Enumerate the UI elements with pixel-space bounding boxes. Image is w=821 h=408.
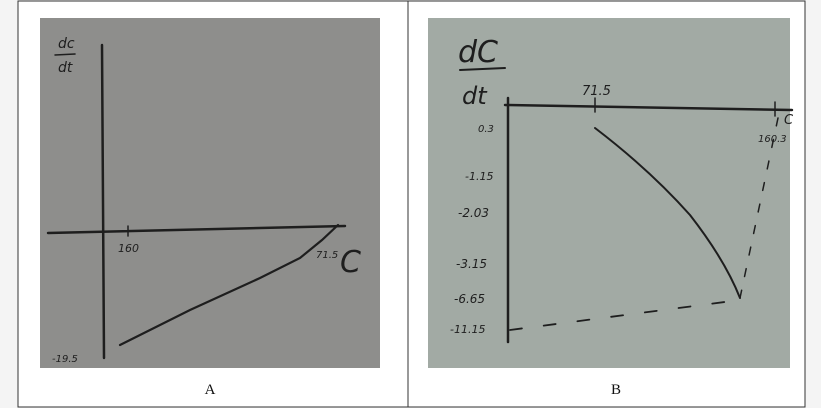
photo: [428, 18, 790, 368]
note: -19.5: [52, 354, 78, 365]
y-label-bottom: dt: [462, 82, 488, 110]
y-label-top: dC: [458, 35, 498, 70]
note: 71.5: [316, 250, 338, 261]
note: 160: [118, 242, 139, 255]
note: -1.15: [465, 170, 493, 183]
note: -3.15: [456, 257, 487, 271]
photo: [40, 18, 380, 368]
note: 71.5: [582, 84, 611, 99]
panel-a: dc dt 160 71.5 -19.5 C A: [40, 18, 380, 398]
note: 0.3: [478, 124, 494, 135]
y-label-top: dc: [58, 36, 75, 52]
x-label: C: [340, 245, 361, 280]
panel-b: dC dt 71.5 160.3 0.3 -1.15 -2.03 -3.15 -…: [428, 18, 794, 398]
y-label-bottom: dt: [58, 60, 73, 76]
note: -2.03: [458, 206, 489, 220]
caption: A: [205, 382, 216, 398]
figure: dc dt 160 71.5 -19.5 C A dC dt 71.5 160.…: [0, 0, 821, 408]
x-label: C: [784, 113, 794, 128]
note: -6.65: [454, 292, 485, 306]
caption: B: [611, 382, 621, 398]
note: -11.15: [450, 323, 485, 336]
note: 160.3: [758, 134, 787, 145]
fraction-bar: [55, 54, 75, 55]
